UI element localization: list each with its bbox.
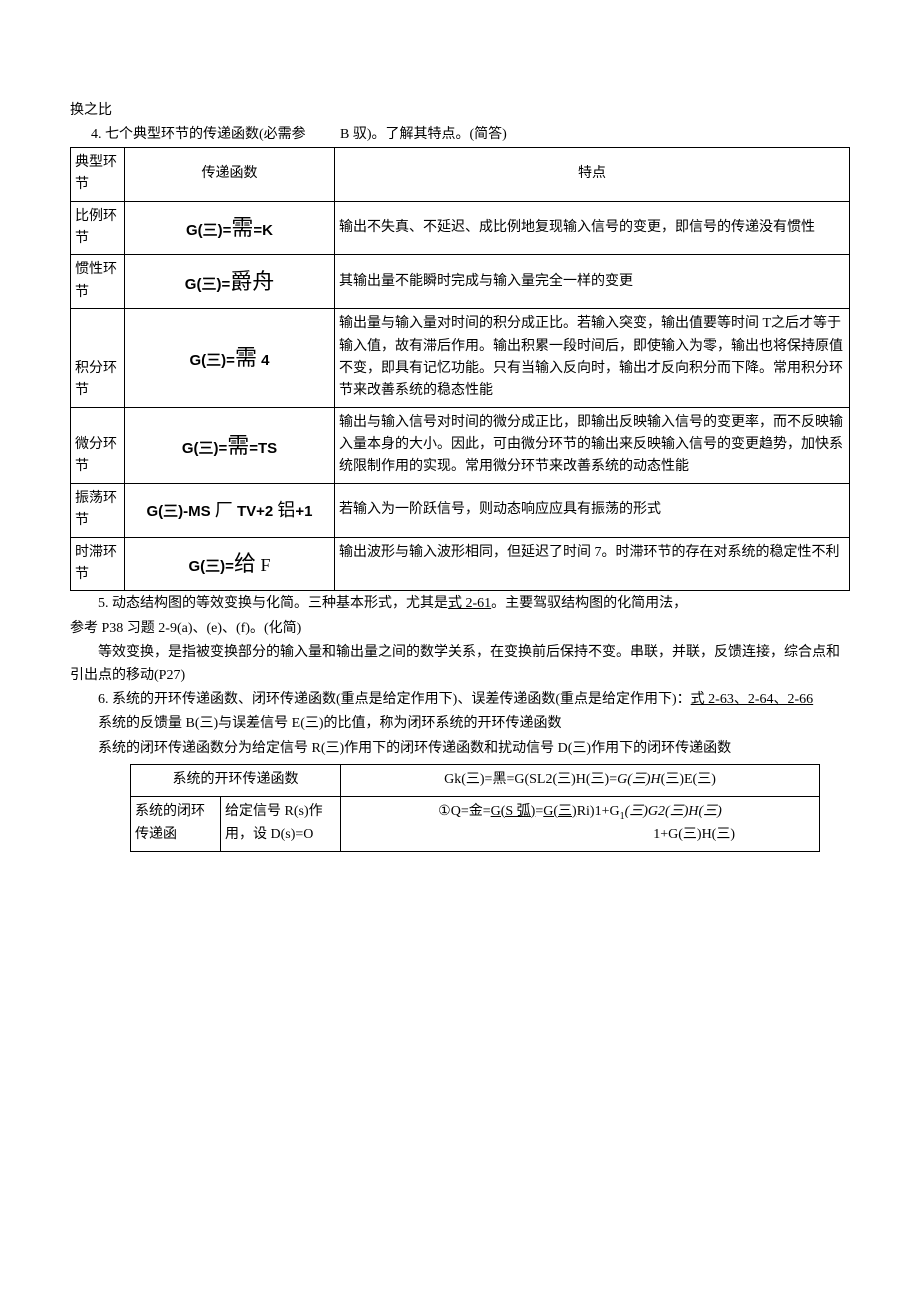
func-cell: G(三)-MS 厂 TV+2 铝+1 (125, 483, 335, 537)
func-cell: G(三)=爵舟 (125, 255, 335, 309)
t2-r2c3-line2: 1+G(三)H(三) (345, 824, 815, 846)
t2-r2c3: ①Q=金=G(S 弧)=G(三)Ri)1+G1(三)G2(三)H(三) 1+G(… (341, 796, 820, 851)
func-prefix: G(三)= (182, 440, 227, 457)
func-cell: G(三)=需=TS (125, 407, 335, 483)
func-cn: 需 (235, 345, 257, 370)
l1c: Ri)1+G (577, 804, 620, 819)
row-oscillation: 振荡环节 G(三)-MS 厂 TV+2 铝+1 若输入为一阶跃信号，则动态响应应… (71, 483, 850, 537)
func-cn: 需 (227, 433, 249, 458)
func-suffix: =K (253, 222, 273, 239)
type-cell: 时滞环节 (71, 537, 125, 591)
l1u2: G(三) (543, 804, 576, 819)
func-suffix: =TS (249, 440, 277, 457)
type-cell: 振荡环节 (71, 483, 125, 537)
func-cell: G(三)=需=K (125, 201, 335, 255)
feature-cell: 其输出量不能瞬时完成与输入量完全一样的变更 (335, 255, 850, 309)
feature-cell: 输出不失真、不延迟、成比例地复现输入信号的变更，即信号的传递没有惯性 (335, 201, 850, 255)
t2-r2c3-line1: ①Q=金=G(S 弧)=G(三)Ri)1+G1(三)G2(三)H(三) (345, 801, 815, 825)
func-full: G(三)-MS 厂 TV+2 铝+1 (146, 503, 312, 520)
table1-header-row: 典型环节 传递函数 特点 (71, 147, 850, 201)
feature-cell: 输出与输入信号对时间的微分成正比，即输出反映输入信号的变更率，而不反映输入量本身… (335, 407, 850, 483)
p4-underline: 式 2-63、2-64、2-66 (691, 692, 814, 707)
intro-right: B 驭)。了解其特点。(简答) (340, 124, 850, 146)
l1d: (三)G2(三)H(三) (625, 804, 722, 819)
type-cell: 积分环节 (71, 309, 125, 408)
l1a: ①Q=金= (438, 804, 490, 819)
table-transfer-functions: 系统的开环传递函数 Gk(三)=黑=G(SL2(三)H(三)=G(三)H(三)E… (130, 764, 820, 852)
para-closed: 系统的闭环传递函数分为给定信号 R(三)作用下的闭环传递函数和扰动信号 D(三)… (70, 738, 850, 760)
t2-r1c2-b: G(三)H (617, 772, 661, 787)
t2-r1c2-c: (三)E(三) (661, 772, 716, 787)
feature-cell: 若输入为一阶跃信号，则动态响应应具有振荡的形式 (335, 483, 850, 537)
l1u1: G(S 弧) (491, 804, 536, 819)
func-prefix: G(三)= (190, 352, 235, 369)
type-cell: 微分环节 (71, 407, 125, 483)
feature-cell: 输出波形与输入波形相同，但延迟了时间 7。时滞环节的存在对系统的稳定性不利 (335, 537, 850, 591)
func-prefix: G(三)= (185, 276, 230, 293)
row-inertia: 惯性环节 G(三)=爵舟 其输出量不能瞬时完成与输入量完全一样的变更 (71, 255, 850, 309)
t2-row1: 系统的开环传递函数 Gk(三)=黑=G(SL2(三)H(三)=G(三)H(三)E… (131, 765, 820, 796)
func-suffix: 4 (257, 352, 270, 369)
p4-pre: 6. 系统的开环传递函数、闭环传递函数(重点是给定作用下)、误差传递函数(重点是… (98, 692, 691, 707)
intro-line-2: 4. 七个典型环节的传递函数(必需参 B 驭)。了解其特点。(简答) (70, 124, 850, 146)
feature-cell: 输出量与输入量对时间的积分成正比。若输入突变，输出值要等时间 T之后才等于输入值… (335, 309, 850, 408)
th-type: 典型环节 (71, 147, 125, 201)
p1-post: 。主要驾驭结构图的化简用法， (491, 596, 687, 611)
type-cell: 惯性环节 (71, 255, 125, 309)
t2-r1c2-a: Gk(三)=黑=G(SL2(三)H(三)= (444, 772, 617, 787)
t2-r2c2: 给定信号 R(s)作用，设 D(s)=O (221, 796, 341, 851)
para-6: 6. 系统的开环传递函数、闭环传递函数(重点是给定作用下)、误差传递函数(重点是… (70, 689, 850, 711)
t2-r2c1: 系统的闭环传递函 (131, 796, 221, 851)
th-feature: 特点 (335, 147, 850, 201)
para-equiv: 等效变换，是指被变换部分的输入量和输出量之间的数学关系，在变换前后保持不变。串联… (70, 642, 850, 687)
para-5: 5. 动态结构图的等效变换与化简。三种基本形式，尤其是式 2-61。主要驾驭结构… (70, 593, 850, 615)
func-cn: 给 (234, 551, 256, 576)
p1-underline: 式 2-61 (448, 596, 491, 611)
t2-r1c2: Gk(三)=黑=G(SL2(三)H(三)=G(三)H(三)E(三) (341, 765, 820, 796)
func-cell: G(三)=给 F (125, 537, 335, 591)
t2-row2: 系统的闭环传递函 给定信号 R(s)作用，设 D(s)=O ①Q=金=G(S 弧… (131, 796, 820, 851)
para-5b: 参考 P38 习题 2-9(a)、(e)、(f)。(化简) (70, 618, 850, 640)
func-prefix: G(三)= (186, 222, 231, 239)
func-suffix: F (256, 555, 271, 575)
th-func: 传递函数 (125, 147, 335, 201)
row-proportional: 比例环节 G(三)=需=K 输出不失真、不延迟、成比例地复现输入信号的变更，即信… (71, 201, 850, 255)
func-cn: 爵舟 (230, 269, 274, 294)
func-cn: 需 (231, 215, 253, 240)
para-feedback: 系统的反馈量 B(三)与误差信号 E(三)的比值，称为闭环系统的开环传递函数 (70, 713, 850, 735)
page-container: 换之比 4. 七个典型环节的传递函数(必需参 B 驭)。了解其特点。(简答) 典… (0, 0, 920, 1301)
func-cell: G(三)=需 4 (125, 309, 335, 408)
func-prefix: G(三)= (189, 558, 234, 575)
row-lag: 时滞环节 G(三)=给 F 输出波形与输入波形相同，但延迟了时间 7。时滞环节的… (71, 537, 850, 591)
p1-pre: 5. 动态结构图的等效变换与化简。三种基本形式，尤其是 (98, 596, 448, 611)
t2-r1c1: 系统的开环传递函数 (131, 765, 341, 796)
table-typical-links: 典型环节 传递函数 特点 比例环节 G(三)=需=K 输出不失真、不延迟、成比例… (70, 147, 850, 592)
intro-line-1: 换之比 (70, 100, 850, 122)
type-cell: 比例环节 (71, 201, 125, 255)
row-integral: 积分环节 G(三)=需 4 输出量与输入量对时间的积分成正比。若输入突变，输出值… (71, 309, 850, 408)
row-derivative: 微分环节 G(三)=需=TS 输出与输入信号对时间的微分成正比，即输出反映输入信… (71, 407, 850, 483)
intro-left: 4. 七个典型环节的传递函数(必需参 (70, 124, 340, 146)
